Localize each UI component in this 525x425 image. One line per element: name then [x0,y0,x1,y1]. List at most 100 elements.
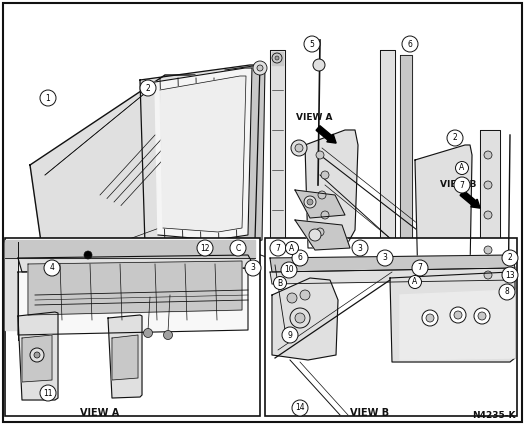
Circle shape [253,61,267,75]
Circle shape [287,293,297,303]
Circle shape [502,267,518,283]
Text: 1: 1 [46,94,50,102]
Circle shape [281,262,297,278]
Polygon shape [295,220,350,250]
Circle shape [402,36,418,52]
Circle shape [450,307,466,323]
Circle shape [309,229,321,241]
Circle shape [304,196,316,208]
Polygon shape [390,272,515,362]
Circle shape [484,211,492,219]
Polygon shape [400,290,515,360]
Circle shape [422,310,438,326]
Polygon shape [160,76,246,232]
Polygon shape [268,288,340,318]
Circle shape [282,327,298,343]
Text: 3: 3 [358,244,362,252]
Polygon shape [108,315,142,398]
Text: 8: 8 [505,287,509,297]
Circle shape [307,199,313,205]
Circle shape [290,308,310,328]
Circle shape [295,313,305,323]
Text: 13: 13 [505,270,515,280]
Text: VIEW A: VIEW A [80,408,120,418]
Circle shape [412,260,428,276]
Circle shape [484,151,492,159]
Text: N4235-K: N4235-K [472,411,516,420]
Text: 7: 7 [459,181,465,190]
Text: 6: 6 [407,40,413,48]
Bar [265,238,517,416]
Polygon shape [5,242,18,330]
Text: B: B [277,278,282,287]
Circle shape [304,36,320,52]
Circle shape [447,130,463,146]
Circle shape [352,240,368,256]
Circle shape [230,240,246,256]
Polygon shape [380,50,395,295]
Text: 2: 2 [453,133,457,142]
Circle shape [197,240,213,256]
Circle shape [295,144,303,152]
Polygon shape [270,255,515,272]
FancyArrow shape [316,126,336,143]
Circle shape [272,53,282,63]
Text: 11: 11 [43,388,53,397]
Circle shape [270,240,286,256]
Text: 12: 12 [200,244,210,252]
Circle shape [292,250,308,266]
Circle shape [316,151,324,159]
Text: A: A [289,244,295,252]
Circle shape [426,314,434,322]
Text: 7: 7 [417,264,423,272]
Polygon shape [280,285,500,310]
Polygon shape [165,248,225,256]
Polygon shape [112,335,138,380]
Circle shape [313,59,325,71]
Circle shape [44,260,60,276]
Circle shape [502,250,518,266]
Circle shape [484,181,492,189]
Circle shape [40,90,56,106]
Circle shape [316,228,324,236]
Polygon shape [295,190,345,218]
Circle shape [321,171,329,179]
Circle shape [318,191,326,199]
FancyArrow shape [460,191,480,208]
Circle shape [245,260,261,276]
Polygon shape [400,55,412,290]
Circle shape [300,290,310,300]
Circle shape [140,80,156,96]
Text: 5: 5 [310,40,314,48]
Polygon shape [18,255,255,272]
Polygon shape [28,261,242,315]
Circle shape [408,275,422,289]
Text: 3: 3 [383,253,387,263]
Circle shape [377,250,393,266]
Polygon shape [5,240,255,258]
Text: 14: 14 [295,403,305,413]
Text: 9: 9 [288,331,292,340]
Text: A: A [459,164,465,173]
Text: A: A [412,278,417,286]
Circle shape [321,211,329,219]
Polygon shape [30,75,205,270]
Polygon shape [18,268,248,335]
Circle shape [499,284,515,300]
Polygon shape [305,130,358,248]
Polygon shape [140,65,260,245]
Circle shape [30,348,44,362]
Circle shape [291,140,307,156]
Circle shape [484,271,492,279]
Polygon shape [18,312,58,400]
Text: C: C [235,244,240,252]
Text: 10: 10 [284,266,294,275]
Bar [5,238,260,416]
Circle shape [34,352,40,358]
Text: VIEW A: VIEW A [296,113,332,122]
Text: 7: 7 [276,244,280,252]
Circle shape [257,65,263,71]
Polygon shape [272,52,283,65]
Polygon shape [415,145,472,285]
Circle shape [454,311,462,319]
